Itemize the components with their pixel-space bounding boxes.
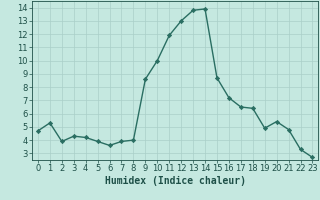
X-axis label: Humidex (Indice chaleur): Humidex (Indice chaleur) xyxy=(105,176,246,186)
